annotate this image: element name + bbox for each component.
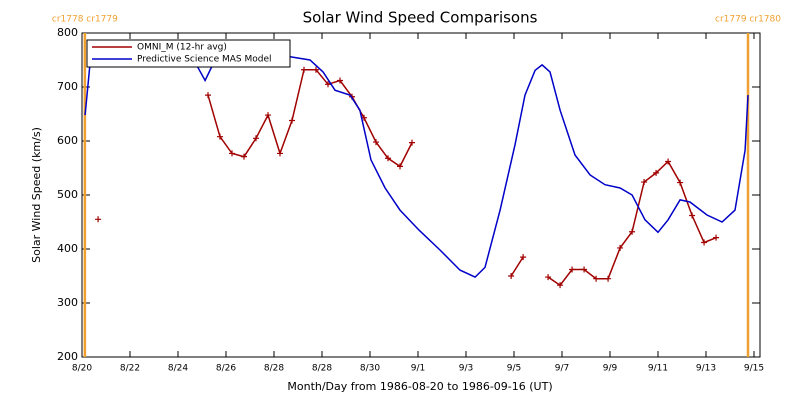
x-tick-label: 9/3 [459, 364, 473, 374]
data-point [581, 266, 588, 273]
data-point [385, 155, 391, 162]
x-tick-label: 8/28 [312, 364, 332, 374]
data-point [265, 112, 271, 119]
y-tick-label: 700 [57, 80, 78, 93]
data-point [229, 150, 235, 157]
data-point [629, 228, 636, 235]
x-tick-label: 9/1 [411, 364, 425, 374]
data-point [653, 169, 660, 176]
data-point [95, 216, 102, 223]
x-tick-label: 8/22 [120, 364, 140, 374]
data-point [241, 153, 247, 160]
data-point [301, 66, 307, 73]
x-tick-label: 9/5 [507, 364, 521, 374]
data-point [508, 273, 515, 279]
chart-title: Solar Wind Speed Comparisons [303, 9, 538, 27]
x-tick-label: 8/26 [216, 364, 236, 374]
y-tick-label: 200 [57, 350, 78, 363]
data-point [617, 244, 624, 251]
data-point [397, 163, 403, 170]
data-point [641, 179, 648, 186]
data-point [545, 274, 552, 281]
y-tick-label: 600 [57, 134, 78, 147]
data-point [569, 266, 576, 273]
x-tick-label: 8/30 [360, 364, 380, 374]
legend-box [86, 39, 291, 68]
data-point [520, 254, 527, 261]
boundary-label: cr1779 cr1780 [715, 15, 781, 25]
data-point [701, 239, 708, 246]
x-tick-label: 9/9 [603, 364, 618, 374]
data-point [289, 117, 295, 124]
data-point [337, 77, 343, 84]
data-point [557, 282, 564, 289]
data-point [373, 139, 379, 146]
data-point [205, 92, 211, 99]
y-axis-label: Solar Wind Speed (km/s) [30, 127, 43, 263]
data-point [593, 275, 600, 282]
legend-label: OMNI_M (12-hr avg) [137, 43, 227, 53]
data-point [217, 133, 223, 140]
y-tick-label: 500 [57, 188, 78, 201]
data-point [665, 158, 672, 165]
x-tick-label: 8/28 [264, 364, 284, 374]
data-point [277, 150, 283, 157]
data-point [689, 212, 696, 219]
x-tick-label: 9/15 [744, 364, 764, 374]
x-tick-label: 9/7 [555, 364, 569, 374]
x-tick-label: 9/13 [696, 364, 716, 374]
y-tick-label: 300 [57, 296, 78, 309]
legend-label: Predictive Science MAS Model [137, 55, 272, 65]
data-point [677, 179, 684, 186]
data-point [713, 234, 720, 241]
y-tick-label: 400 [57, 242, 78, 255]
x-tick-label: 9/11 [648, 364, 668, 374]
boundary-label: cr1778 cr1779 [52, 15, 118, 25]
data-point [605, 275, 612, 282]
x-tick-label: 8/24 [168, 364, 188, 374]
data-point [313, 66, 319, 73]
data-point [325, 81, 331, 88]
y-tick-label: 800 [57, 26, 78, 39]
x-axis-label: Month/Day from 1986-08-20 to 1986-09-16 … [287, 380, 552, 393]
data-point [409, 139, 415, 146]
x-tick-label: 8/20 [72, 364, 92, 374]
data-point [253, 135, 259, 142]
